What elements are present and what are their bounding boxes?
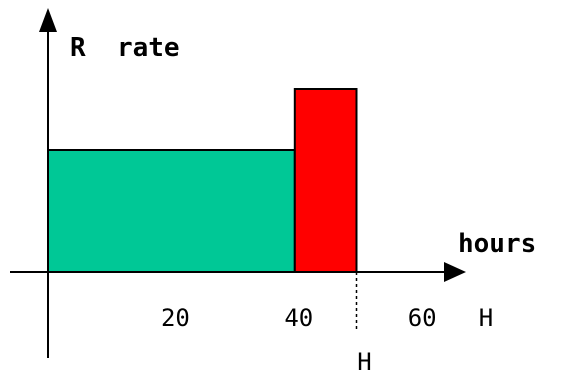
x-axis-label: hours bbox=[458, 229, 536, 259]
y-axis-label: R rate bbox=[70, 33, 180, 63]
x-tick-label: 20 bbox=[161, 304, 190, 332]
bar-overtime-rate bbox=[293, 88, 358, 273]
bar-regular-rate bbox=[47, 149, 296, 273]
x-end-label: H bbox=[479, 304, 493, 332]
y-axis-arrow-icon bbox=[39, 8, 57, 32]
marker-label-h: H bbox=[357, 348, 371, 376]
x-axis-arrow-icon bbox=[444, 262, 466, 282]
x-tick-label: 60 bbox=[408, 304, 437, 332]
x-tick-label: 40 bbox=[284, 304, 313, 332]
